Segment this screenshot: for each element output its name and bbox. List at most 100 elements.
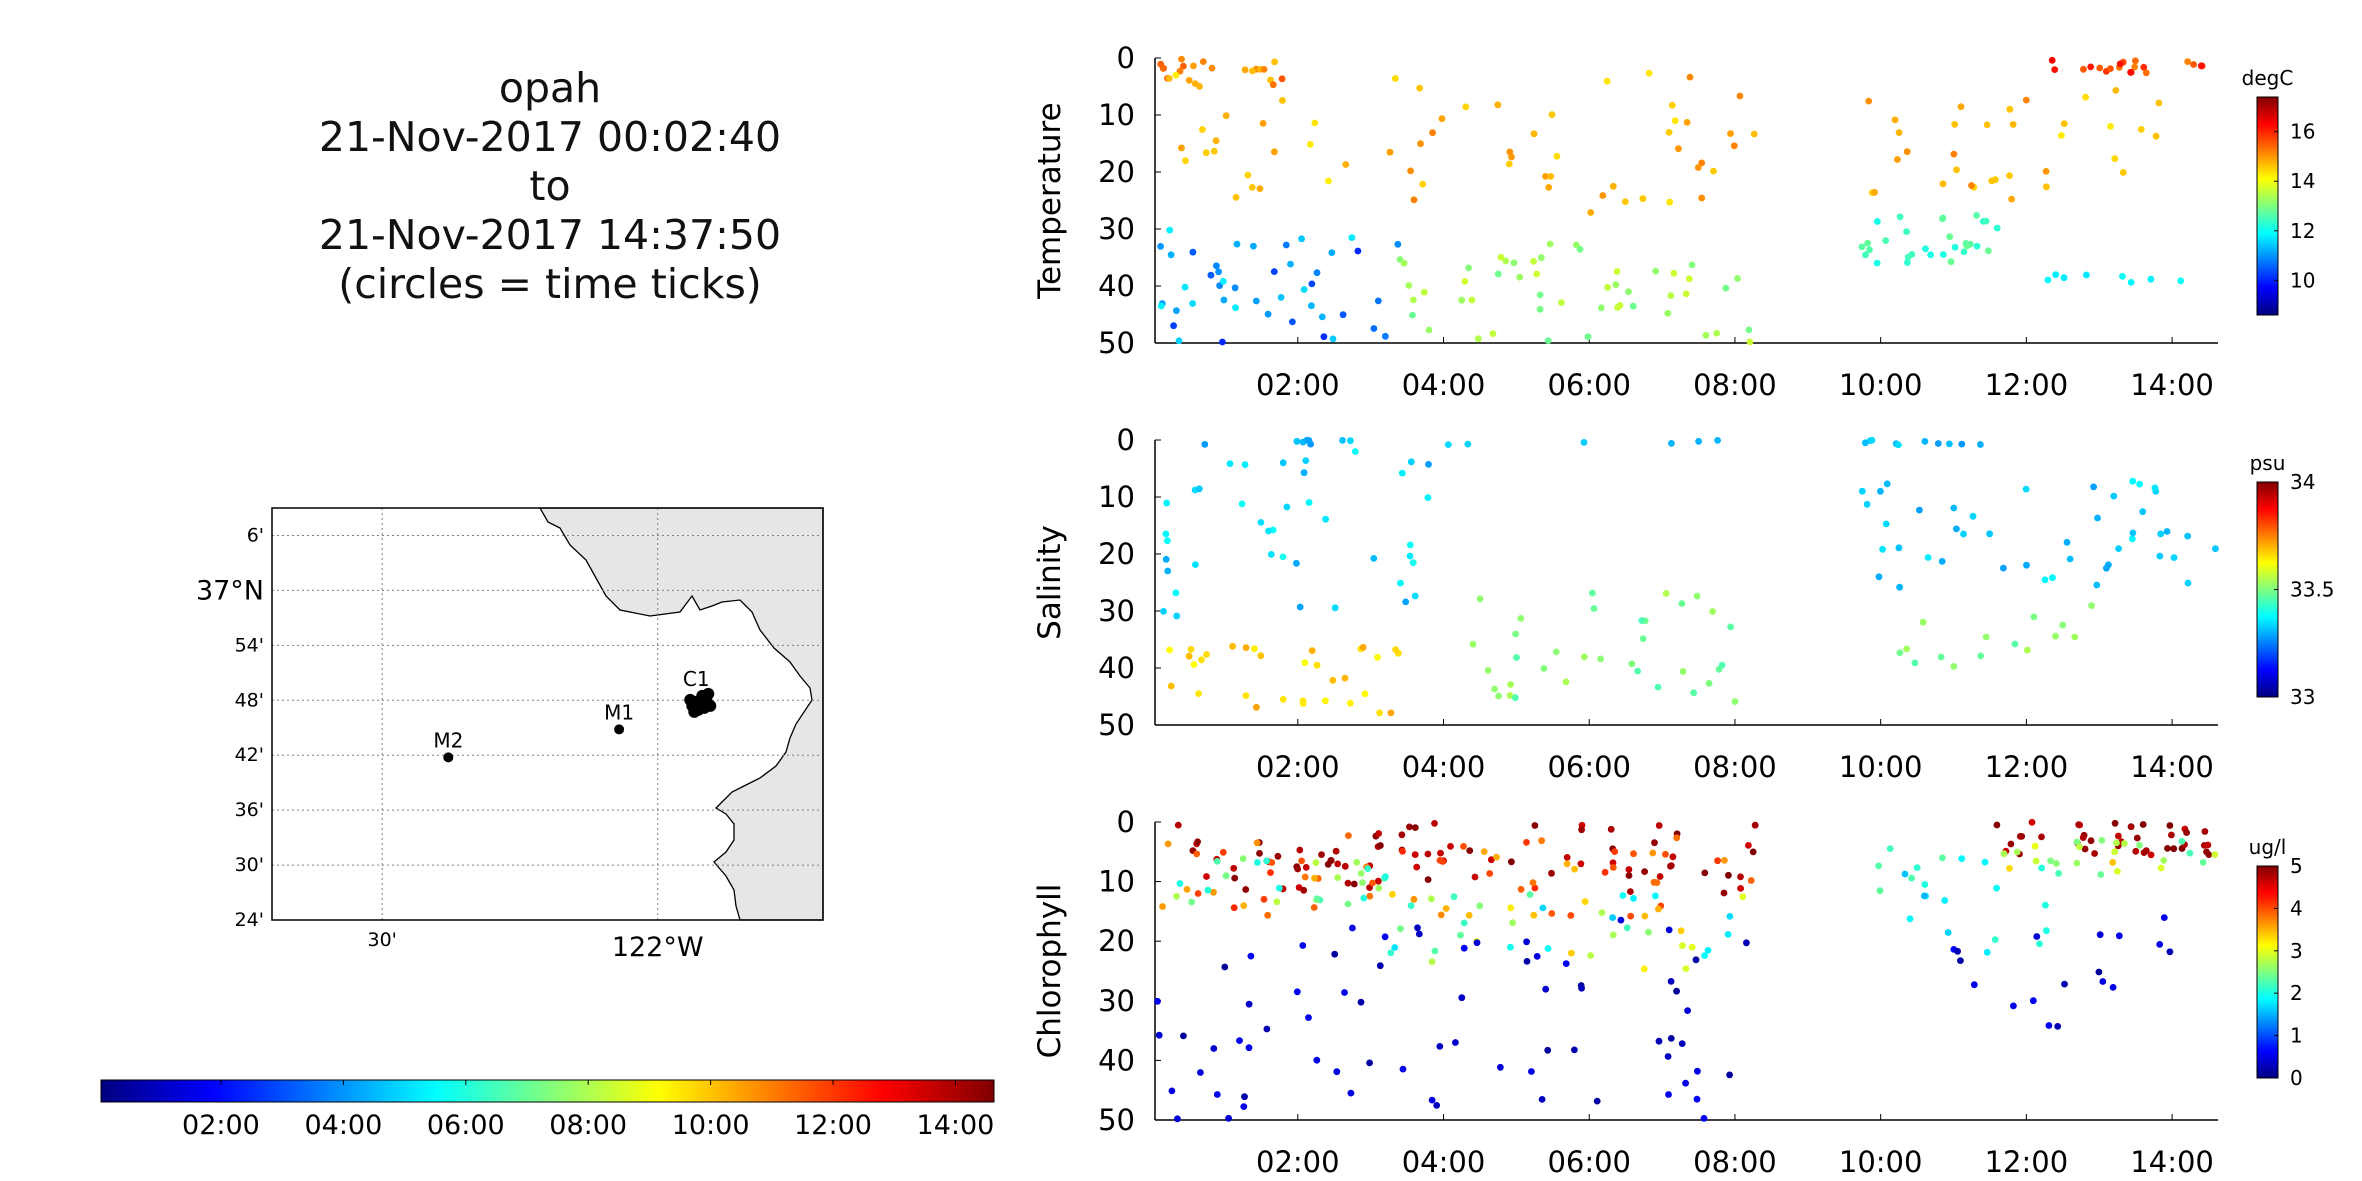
data-point [1468,296,1476,304]
data-point [1883,480,1891,488]
data-point [1679,942,1686,949]
data-point [1213,1091,1221,1098]
data-point [1675,145,1682,153]
data-point [1298,857,1305,865]
data-point [1399,1065,1407,1073]
data-point [1542,173,1549,180]
data-point [1201,441,1209,448]
data-point [1946,233,1954,241]
data-point [1882,520,1890,528]
data-point [1982,633,1990,641]
data-point [1296,846,1304,854]
data-point [1581,898,1589,905]
data-point [1939,251,1947,258]
data-point [1508,858,1515,866]
data-point [2028,818,2036,826]
data-point [1866,246,1873,254]
data-point [1934,440,1942,447]
data-point [1458,994,1466,1002]
data-point [2055,870,2063,877]
data-point [1461,278,1469,285]
data-point [1411,824,1419,831]
data-point [1279,97,1286,104]
data-point [2157,864,2165,872]
data-point [1511,694,1519,702]
data-point [2096,64,2104,72]
data-point [2205,851,2213,858]
track-point [688,705,701,718]
data-point [1442,905,1450,912]
data-point [1667,1035,1675,1042]
data-point [1452,1039,1459,1046]
title-note: (circles = time ticks) [338,260,762,308]
data-point [1973,242,1981,250]
x-tick-label: 04:00 [1402,368,1486,402]
data-point [1913,864,1921,871]
data-point [1896,213,1904,221]
data-point [1414,924,1421,932]
data-point [1563,860,1571,868]
data-point [1664,309,1672,317]
data-point [1265,527,1272,535]
data-point [1178,55,1185,63]
data-point [1178,144,1185,152]
data-point [1439,858,1447,865]
data-point [1862,251,1869,259]
data-point [1871,189,1878,196]
data-point [1548,910,1556,917]
data-point [1437,911,1445,919]
data-point [1194,890,1202,897]
data-point [2115,545,2123,552]
data-point [1375,884,1383,892]
data-point [1506,148,1514,156]
data-point [2011,640,2019,648]
data-point [1879,545,1886,553]
x-tick-label: 14:00 [2130,750,2214,784]
data-point [1530,257,1537,265]
data-point [2184,579,2192,587]
colorbar-tick-label: 10 [2290,268,2315,292]
data-point [2133,834,2141,842]
data-point [1471,873,1479,881]
data-point [1950,663,1958,670]
data-point [1409,311,1416,319]
data-point [1568,949,1575,957]
data-point [1155,1031,1163,1039]
data-point [1655,822,1663,829]
data-point [1213,262,1220,270]
data-point [2023,561,2030,569]
data-point [2160,857,2168,864]
data-point [1469,640,1477,648]
data-point [1603,77,1611,85]
data-point [1466,847,1474,854]
data-point [2036,940,2043,948]
data-point [1310,904,1318,911]
y-tick-label: 20 [1098,924,1135,958]
data-point [2058,132,2065,139]
data-point [1670,269,1678,277]
data-point [1625,288,1632,296]
data-point [1437,849,1444,857]
data-point [2009,121,2017,128]
data-point [1702,331,1710,339]
data-point [1182,157,1189,165]
data-point [1231,874,1239,882]
data-point [1460,843,1467,850]
data-point [1903,228,1910,236]
data-point [1366,892,1374,900]
data-point [2052,632,2059,640]
x-tick-label: 08:00 [1693,1145,1777,1179]
data-point [2079,834,2087,841]
data-point [2054,1023,2062,1030]
data-point [1874,218,1881,225]
data-point [1210,888,1217,896]
data-point [1692,956,1700,964]
data-point [1587,209,1595,216]
data-point [1348,234,1356,242]
data-point [1630,850,1637,858]
data-point [2006,105,2014,113]
data-point [1993,224,2001,232]
x-tick-label: 02:00 [1256,1145,1340,1179]
data-point [1640,965,1648,973]
data-point [1240,902,1248,909]
